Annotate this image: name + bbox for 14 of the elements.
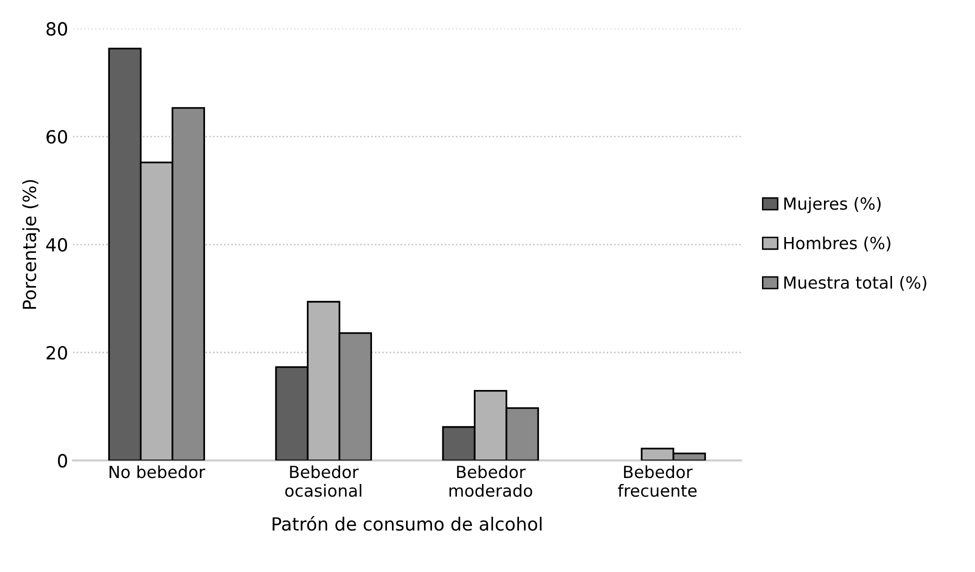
y-tick-label: 80 (46, 22, 68, 36)
x-tick-label: Bebedor frecuente (618, 465, 697, 497)
legend-label: Mujeres (%) (784, 197, 881, 214)
y-tick-label: 0 (58, 454, 68, 468)
legend-label: Muestra total (%) (784, 276, 926, 291)
x-tick-label: Bebedor ocasional (285, 465, 362, 497)
y-axis-title: Porcentaje (%) (22, 180, 40, 309)
y-tick-label: 60 (46, 130, 68, 144)
x-axis-title: Patrón de consumo de alcohol (272, 516, 542, 531)
legend-label: Hombres (%) (784, 236, 890, 252)
y-tick-label: 20 (46, 346, 68, 360)
x-tick-label: No bebedor (110, 465, 206, 478)
x-tick-label: Bebedor moderado (450, 465, 532, 497)
y-tick-label: 40 (46, 238, 68, 252)
